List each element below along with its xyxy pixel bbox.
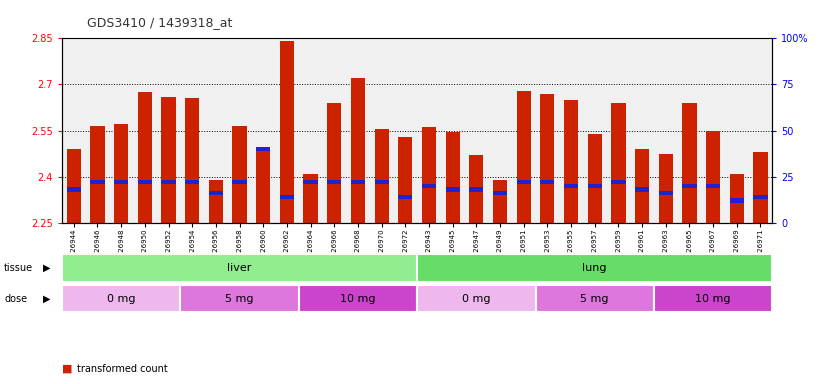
Bar — [327, 180, 341, 184]
Bar — [587, 134, 602, 223]
Bar — [114, 180, 128, 184]
Bar — [374, 180, 389, 184]
Bar — [635, 149, 649, 223]
Bar — [422, 127, 436, 223]
Bar — [706, 131, 720, 223]
Bar — [417, 254, 772, 282]
Text: 0 mg: 0 mg — [462, 293, 491, 304]
Bar — [90, 126, 105, 223]
Bar — [706, 184, 720, 188]
Bar — [516, 180, 531, 184]
Bar — [469, 187, 483, 192]
Bar — [469, 155, 483, 223]
Bar — [161, 97, 176, 223]
Bar — [351, 78, 365, 223]
Bar — [374, 129, 389, 223]
Text: liver: liver — [227, 263, 252, 273]
Text: ■: ■ — [62, 364, 73, 374]
Bar — [564, 184, 578, 188]
Bar — [90, 180, 105, 184]
Bar — [256, 149, 270, 223]
Text: tissue: tissue — [4, 263, 33, 273]
Bar — [180, 285, 299, 313]
Bar — [209, 191, 223, 195]
Bar — [138, 92, 152, 223]
Bar — [753, 152, 767, 223]
Bar — [62, 285, 180, 313]
Bar — [422, 184, 436, 188]
Text: ▶: ▶ — [43, 263, 50, 273]
Text: 5 mg: 5 mg — [581, 293, 609, 304]
Bar — [62, 254, 417, 282]
Bar — [67, 149, 81, 223]
Bar — [327, 103, 341, 223]
Bar — [658, 191, 673, 195]
Bar — [658, 154, 673, 223]
Bar — [303, 174, 318, 223]
Bar — [232, 180, 247, 184]
Bar — [587, 184, 602, 188]
Bar — [398, 195, 412, 199]
Bar — [753, 195, 767, 199]
Bar — [564, 100, 578, 223]
Bar — [256, 147, 270, 151]
Bar — [729, 174, 744, 223]
Text: ▶: ▶ — [43, 293, 50, 304]
Bar — [185, 98, 199, 223]
Text: 10 mg: 10 mg — [340, 293, 376, 304]
Bar — [232, 126, 247, 223]
Bar — [611, 103, 625, 223]
Bar — [654, 285, 772, 313]
Text: GDS3410 / 1439318_at: GDS3410 / 1439318_at — [87, 16, 232, 29]
Bar — [682, 184, 696, 188]
Bar — [540, 94, 554, 223]
Bar — [303, 180, 318, 184]
Bar — [445, 132, 460, 223]
Bar — [114, 124, 128, 223]
Text: 0 mg: 0 mg — [107, 293, 135, 304]
Bar — [161, 180, 176, 184]
Bar — [299, 285, 417, 313]
Bar — [398, 137, 412, 223]
Bar — [209, 180, 223, 223]
Bar — [635, 187, 649, 192]
Bar — [185, 180, 199, 184]
Bar — [67, 187, 81, 192]
Bar — [493, 180, 507, 223]
Bar — [138, 180, 152, 184]
Text: lung: lung — [582, 263, 607, 273]
Bar — [516, 91, 531, 223]
Text: 5 mg: 5 mg — [225, 293, 254, 304]
Bar — [417, 285, 535, 313]
Bar — [351, 180, 365, 184]
Bar — [445, 187, 460, 192]
Bar — [540, 180, 554, 184]
Bar — [493, 191, 507, 195]
Bar — [682, 103, 696, 223]
Bar — [729, 199, 744, 203]
Bar — [280, 195, 294, 199]
Text: 10 mg: 10 mg — [695, 293, 731, 304]
Bar — [611, 180, 625, 184]
Text: dose: dose — [4, 293, 27, 304]
Text: transformed count: transformed count — [77, 364, 168, 374]
Bar — [280, 41, 294, 223]
Bar — [535, 285, 654, 313]
